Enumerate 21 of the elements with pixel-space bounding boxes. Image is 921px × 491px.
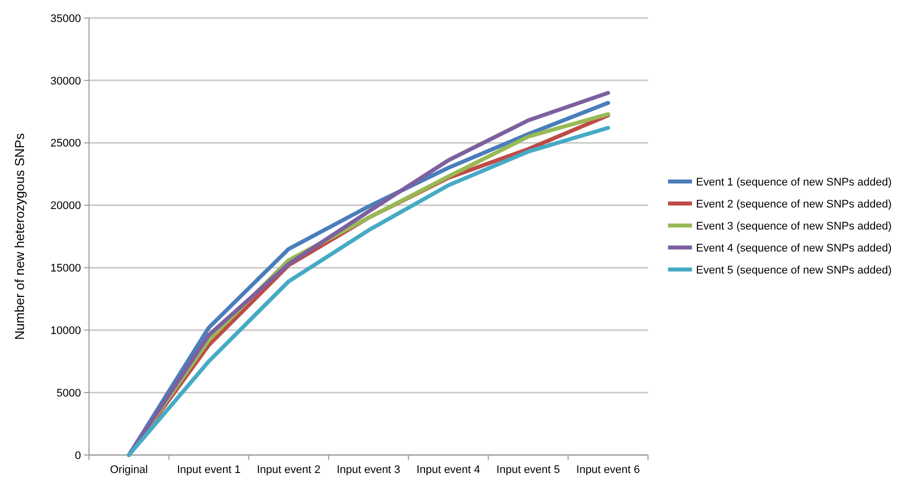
legend-label: Event 4 (sequence of new SNPs added) [696,242,892,254]
y-tick-label: 10000 [50,324,81,337]
y-tick-label: 30000 [50,75,81,88]
x-tick-label: Original [110,464,148,476]
legend-label: Event 5 (sequence of new SNPs added) [696,264,892,276]
y-tick-label: 20000 [50,200,81,212]
x-tick-label: Input event 5 [496,464,560,476]
legend-label: Event 3 (sequence of new SNPs added) [696,220,892,232]
legend-label: Event 1 (sequence of new SNPs added) [696,176,892,188]
x-tick-label: Input event 3 [336,464,400,476]
y-tick-label: 35000 [50,12,81,25]
y-tick-label: 0 [74,450,81,462]
x-tick-label: Input event 2 [256,464,320,476]
x-tick-label: Input event 6 [576,464,640,476]
y-tick-label: 5000 [56,387,81,400]
y-axis-title: Number of new heterozygous SNPs [12,132,27,340]
y-tick-label: 15000 [50,262,81,275]
y-tick-label: 25000 [50,138,81,150]
legend-label: Event 2 (sequence of new SNPs added) [696,198,892,210]
x-tick-label: Input event 1 [176,464,241,476]
x-tick-label: Input event 4 [416,464,480,476]
